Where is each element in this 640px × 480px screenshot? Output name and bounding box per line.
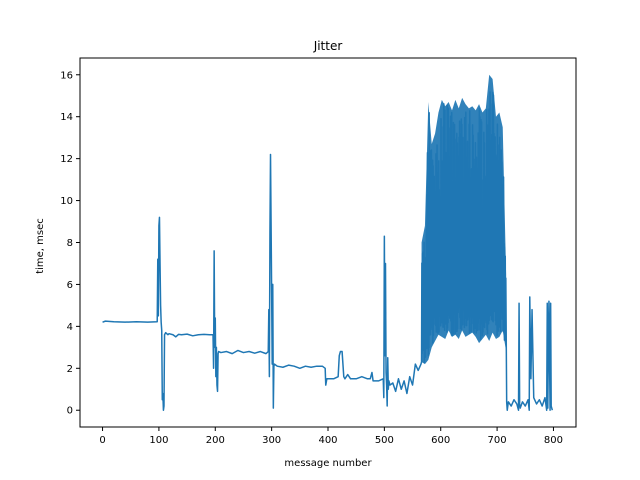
y-axis-label: time, msec xyxy=(35,218,46,274)
y-tick-label: 16 xyxy=(60,70,73,81)
y-tick-label: 4 xyxy=(67,322,73,333)
y-tick-label: 14 xyxy=(60,112,73,123)
x-tick-label: 700 xyxy=(488,435,507,446)
x-tick-label: 100 xyxy=(149,435,168,446)
plot-area xyxy=(102,74,554,411)
x-tick-label: 200 xyxy=(206,435,225,446)
y-tick-label: 12 xyxy=(60,154,73,165)
x-tick-label: 500 xyxy=(375,435,394,446)
jitter-series-line xyxy=(102,91,554,411)
y-tick-label: 2 xyxy=(67,364,73,375)
chart-title: Jitter xyxy=(313,39,343,53)
x-tick-label: 0 xyxy=(99,435,105,446)
y-tick-label: 10 xyxy=(60,196,73,207)
axes-frame xyxy=(79,57,577,428)
x-tick-label: 400 xyxy=(318,435,337,446)
y-tick-label: 8 xyxy=(67,238,73,249)
x-axis-label: message number xyxy=(284,458,372,469)
x-tick-label: 300 xyxy=(262,435,281,446)
x-tick-label: 800 xyxy=(544,435,563,446)
x-axis-ticks: 0 100 200 300 400 500 600 700 800 xyxy=(99,427,563,446)
x-tick-label: 600 xyxy=(431,435,450,446)
y-axis-ticks: 0 2 4 6 8 10 12 14 16 xyxy=(60,70,80,417)
y-tick-label: 6 xyxy=(67,280,73,291)
y-tick-label: 0 xyxy=(67,406,73,417)
